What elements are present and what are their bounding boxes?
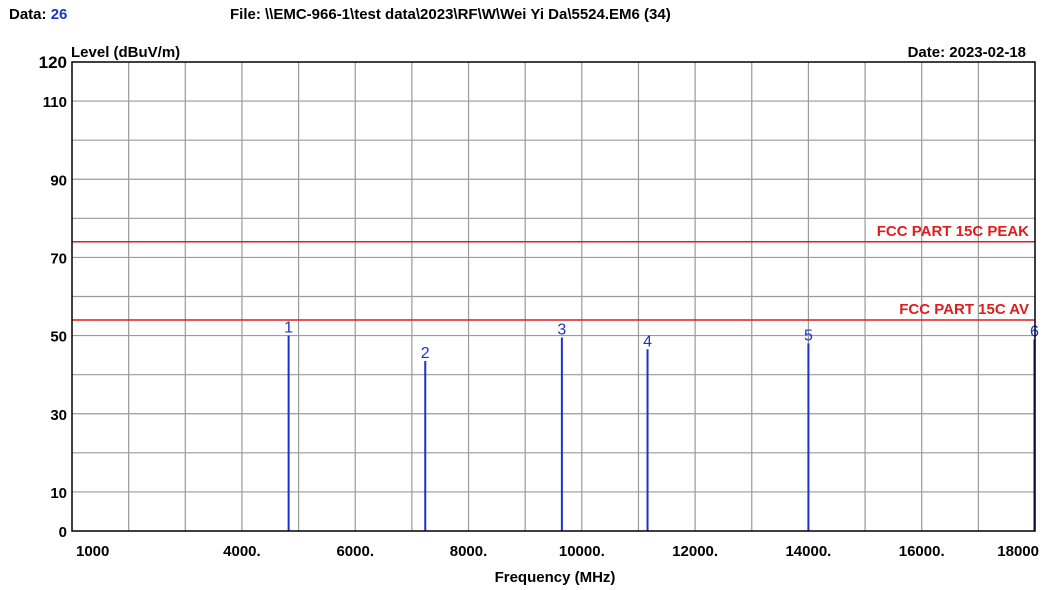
y-tick-labels: 0 10 30 50 70 90 110 120: [39, 53, 67, 541]
y-axis-label: Level (dBuV/m): [71, 44, 180, 61]
x-axis-label: Frequency (MHz): [495, 569, 616, 586]
x-tick-label: 10000.: [559, 543, 605, 560]
marker-label: 1: [284, 320, 293, 337]
marker-label: 3: [557, 322, 566, 339]
x-tick-label: 1000: [76, 543, 109, 560]
grid-lines: [72, 62, 1035, 531]
y-tick-label: 30: [50, 407, 67, 424]
marker-label: 4: [643, 333, 652, 350]
x-tick-label: 4000.: [223, 543, 261, 560]
y-tick-label: 50: [50, 329, 67, 346]
y-tick-label: 70: [50, 250, 67, 267]
plot-frame: [71, 61, 1036, 532]
x-tick-label: 6000.: [336, 543, 374, 560]
x-tick-label: 8000.: [450, 543, 488, 560]
y-tick-label: 10: [50, 485, 67, 502]
y-tick-label: 120: [39, 53, 67, 72]
data-readout: Data: 26: [9, 6, 67, 23]
data-label: Data:: [9, 6, 47, 23]
limit-line-label: FCC PART 15C AV: [899, 301, 1029, 318]
y-tick-label: 90: [50, 172, 67, 189]
date-label: Date: 2023-02-18: [908, 44, 1026, 61]
y-tick-label: 0: [59, 524, 67, 541]
data-value: 26: [50, 6, 68, 23]
limit-line-label: FCC PART 15C PEAK: [877, 223, 1029, 240]
y-tick-label: 110: [43, 94, 67, 111]
file-path: File: \\EMC-966-1\test data\2023\RF\W\We…: [230, 6, 671, 23]
x-tick-labels: 1000 4000. 6000. 8000. 10000. 12000. 14000. 160…: [76, 543, 1039, 560]
x-tick-label: 18000: [997, 543, 1039, 560]
marker-label: 2: [421, 345, 430, 362]
x-tick-label: 12000.: [672, 543, 718, 560]
x-tick-label: 14000.: [785, 543, 831, 560]
marker-label: 5: [804, 327, 813, 344]
x-tick-label: 16000.: [899, 543, 945, 560]
limit-lines: FCC PART 15C PEAK FCC PART 15C AV: [72, 223, 1035, 321]
